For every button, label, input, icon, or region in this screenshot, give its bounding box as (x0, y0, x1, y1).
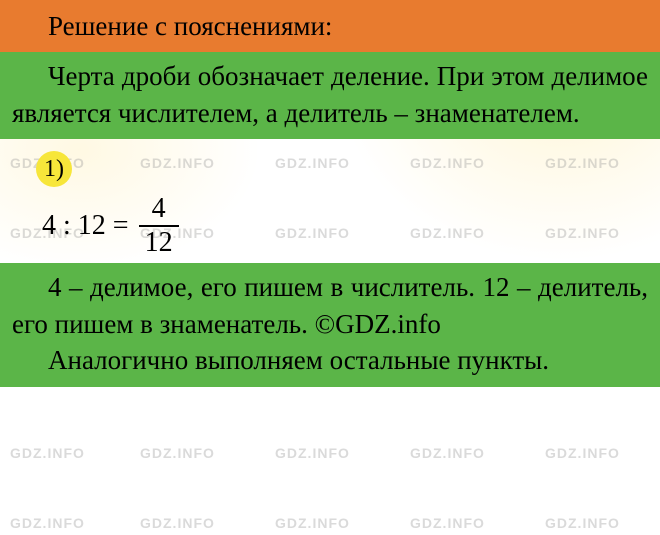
watermark-text: GDZ.INFO (275, 515, 350, 531)
watermark-text: GDZ.INFO (545, 445, 620, 461)
intro-text: Черта дроби обозначает деление. При этом… (12, 58, 648, 131)
problem-block: 1) 4 : 12 = 4 12 (0, 139, 660, 263)
bullet-number: 1) (36, 151, 72, 187)
watermark-text: GDZ.INFO (410, 445, 485, 461)
watermark-text: GDZ.INFO (275, 445, 350, 461)
intro-block: Черта дроби обозначает деление. При этом… (0, 52, 660, 139)
fraction-numerator: 4 (146, 195, 172, 225)
explanation-line2: Аналогично выполняем остальные пункты. (12, 342, 648, 378)
watermark-text: GDZ.INFO (140, 515, 215, 531)
fraction-denominator: 12 (139, 225, 179, 257)
watermark-text: GDZ.INFO (545, 515, 620, 531)
watermark-text: GDZ.INFO (10, 515, 85, 531)
equation: 4 : 12 = 4 12 (42, 195, 648, 257)
watermark-text: GDZ.INFO (410, 515, 485, 531)
watermark-text: GDZ.INFO (10, 445, 85, 461)
document-content: Решение с пояснениями: Черта дроби обозн… (0, 0, 660, 387)
explanation-line1: 4 – делимое, его пишем в числи­тель. 12 … (12, 269, 648, 342)
watermark-text: GDZ.INFO (140, 445, 215, 461)
fraction: 4 12 (139, 195, 179, 257)
header-title: Решение с пояснениями: (48, 8, 648, 44)
header-block: Решение с пояснениями: (0, 0, 660, 52)
equation-left: 4 : 12 = (42, 210, 129, 242)
explanation-block: 4 – делимое, его пишем в числи­тель. 12 … (0, 263, 660, 386)
